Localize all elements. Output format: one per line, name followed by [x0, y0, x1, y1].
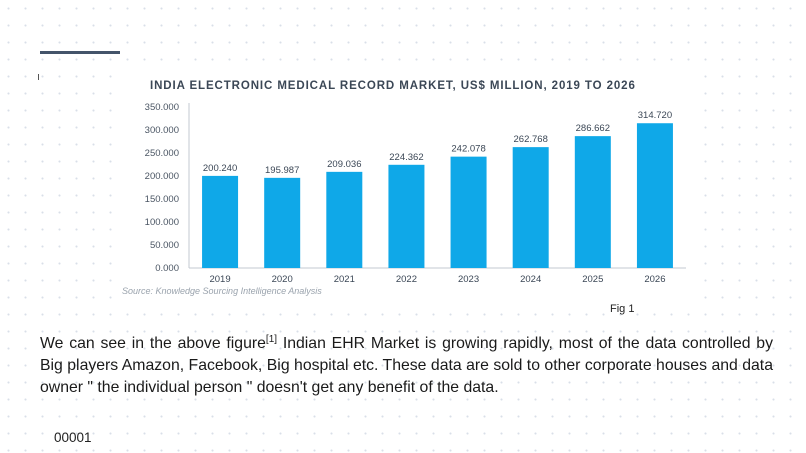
bar [388, 164, 425, 268]
chart-container: INDIA ELECTRONIC MEDICAL RECORD MARKET, … [120, 72, 690, 304]
x-tick-label: 2022 [396, 274, 417, 285]
x-tick-label: 2023 [458, 274, 479, 285]
bar-value-label: 286.662 [576, 123, 610, 134]
bar [574, 136, 611, 268]
bar [326, 171, 363, 268]
bar-value-label: 195.987 [265, 165, 299, 176]
y-tick-label: 150.000 [145, 194, 179, 205]
y-tick-label: 0.000 [155, 263, 179, 274]
chart-source: Source: Knowledge Sourcing Intelligence … [122, 286, 322, 296]
x-tick-label: 2026 [644, 274, 665, 285]
body-text-start: We can see in the above figure [40, 335, 266, 352]
figure-caption: Fig 1 [610, 303, 635, 315]
y-tick-label: 100.000 [145, 217, 179, 228]
x-tick-label: 2024 [520, 274, 541, 285]
body-paragraph: We can see in the above figure[1] Indian… [40, 333, 773, 399]
bar-value-label: 314.720 [638, 110, 672, 121]
y-tick-label: 50.000 [150, 240, 179, 251]
small-tick-mark [38, 74, 39, 80]
bar-value-label: 209.036 [327, 159, 361, 170]
bar [512, 147, 549, 268]
y-tick-label: 250.000 [145, 148, 179, 159]
x-tick-label: 2019 [209, 274, 230, 285]
x-tick-label: 2021 [334, 274, 355, 285]
footer-code: 00001 [54, 430, 92, 445]
bar [202, 175, 239, 268]
bar-chart: 0.000 50.000 100.000 150.000 200.000 250.000 3… [145, 102, 686, 285]
y-tick-label: 300.000 [145, 125, 179, 136]
bar-value-label: 262.768 [514, 134, 548, 145]
body-text-rest: Indian EHR Market is growing rapidly, mo… [40, 335, 773, 396]
bar-value-label: 224.362 [389, 152, 423, 163]
chart-title: INDIA ELECTRONIC MEDICAL RECORD MARKET, … [150, 80, 636, 92]
y-tick-label: 200.000 [145, 171, 179, 182]
bar [264, 177, 301, 268]
bar-value-label: 200.240 [203, 163, 237, 174]
top-decorative-rule [40, 51, 120, 54]
bar-value-label: 242.078 [451, 144, 485, 155]
x-tick-label: 2025 [582, 274, 603, 285]
bar [636, 123, 673, 268]
citation-reference[interactable]: [1] [265, 334, 278, 345]
y-tick-label: 350.000 [145, 102, 179, 113]
bar [450, 156, 487, 268]
x-tick-label: 2020 [272, 274, 293, 285]
